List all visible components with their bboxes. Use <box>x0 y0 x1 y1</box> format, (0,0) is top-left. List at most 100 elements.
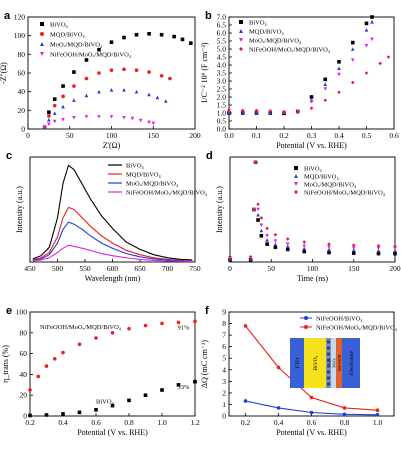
data-point <box>327 245 331 250</box>
y-tick-label: 3 <box>222 377 226 386</box>
y-tick-label: 5.0 <box>217 45 227 54</box>
data-point <box>376 248 381 253</box>
data-point <box>97 47 101 52</box>
data-point <box>265 226 269 231</box>
data-point <box>309 395 314 400</box>
inset-layer <box>331 338 336 388</box>
x-tick-label: 200 <box>189 131 201 140</box>
y-tick-label: 0.5 <box>217 117 227 126</box>
data-point <box>147 120 151 125</box>
panel-e: e 0.2 0.4 0.6 0.8 1.0 1.2 0 20 40 60 80 100 Potential… <box>1 305 200 437</box>
data-point <box>52 357 57 361</box>
y-tick-label: 80 <box>20 328 28 337</box>
y-tick-label: 20 <box>20 391 28 400</box>
legend-marker <box>239 20 243 24</box>
y-tick-label: 60 <box>20 349 28 358</box>
annotation-91: 91% <box>177 325 190 332</box>
y-tick-label: 6.0 <box>217 29 227 38</box>
y-tick-label: 0 <box>222 412 226 421</box>
data-point <box>61 412 65 416</box>
data-point <box>127 326 131 331</box>
data-point <box>159 32 164 37</box>
x-tick-label: 0.0 <box>224 131 234 140</box>
data-point <box>265 238 269 242</box>
x-tick-label: 100 <box>307 264 319 273</box>
data-point <box>147 32 151 36</box>
data-point <box>160 388 164 392</box>
panel-f: f 0.2 0.4 0.6 0.8 1.0 0 1 2 3 4 5 6 7 8 9 Potential (V v… <box>200 305 398 437</box>
x-tick-label: 0.1 <box>252 131 262 140</box>
data-point <box>295 110 300 114</box>
legend-marker <box>40 32 44 36</box>
legend-marker <box>40 22 44 26</box>
data-point <box>370 20 374 24</box>
inset-label: MoOₓ <box>332 357 337 367</box>
data-point <box>151 121 156 126</box>
data-point <box>337 60 341 64</box>
data-point <box>110 331 115 335</box>
data-point <box>302 240 307 244</box>
x-tick-label: 0.8 <box>124 418 134 427</box>
data-point <box>350 40 355 45</box>
data-point <box>323 98 328 102</box>
y-tick-label: 5 <box>222 354 226 363</box>
data-point <box>265 242 269 246</box>
x-axis-label: Time (ns) <box>297 274 328 283</box>
data-point <box>193 319 197 324</box>
panel-a: a 0 50 100 150 200 0 20 40 60 80 100 120 Z'(Ω) -Z''(Ω)… <box>0 10 201 150</box>
series-3 <box>42 115 156 129</box>
data-point <box>370 15 374 19</box>
y-tick-label: 100 <box>16 308 28 317</box>
inset-layer <box>304 338 326 388</box>
legend-label: NiFeOOH/MoOₓ/MQD/BiVO₄ <box>50 51 132 58</box>
x-tick-label: 1.0 <box>373 418 383 427</box>
data-point <box>72 116 76 120</box>
data-point <box>122 116 126 120</box>
x-axis-label: Wavelength (nm) <box>85 274 141 283</box>
data-point <box>393 244 397 249</box>
panel-label: f <box>205 305 209 317</box>
data-point <box>228 254 232 259</box>
data-point <box>243 324 248 328</box>
legend-label: MQD/BiVO₄ <box>126 171 162 178</box>
y-tick-label: 3.0 <box>217 77 227 86</box>
data-point <box>28 413 32 418</box>
data-point <box>302 249 307 254</box>
data-point <box>122 35 126 40</box>
data-point <box>342 406 347 410</box>
y-tick-label: 120 <box>14 13 26 22</box>
series-2 <box>32 221 193 262</box>
legend-label: MQD/BiVO₄ <box>249 28 285 35</box>
data-point <box>351 251 356 255</box>
data-point <box>97 115 101 119</box>
data-point <box>256 218 260 222</box>
data-point <box>84 58 89 62</box>
panel-label: b <box>205 10 212 22</box>
y-axis-label: η_trans (%) <box>1 345 10 383</box>
annotation-33: 33% <box>177 384 190 391</box>
x-axis-label: Z'(Ω) <box>103 141 121 150</box>
data-point <box>259 233 264 238</box>
x-tick-label: 650 <box>134 264 146 273</box>
inset-label: BiVO₄ <box>313 355 319 370</box>
y-tick-label: 6 <box>222 342 226 351</box>
x-tick-label: 0.6 <box>389 131 399 140</box>
plot-frame <box>29 311 196 417</box>
mqd-dot <box>326 352 331 356</box>
y-tick-label: 4.0 <box>217 61 227 70</box>
data-point <box>364 21 369 26</box>
legend-marker <box>239 47 243 51</box>
data-point <box>176 383 181 387</box>
data-point <box>77 342 82 347</box>
data-point <box>47 114 51 118</box>
x-tick-label: 500 <box>52 264 64 273</box>
y-tick-label: 2.0 <box>217 93 227 102</box>
x-tick-label: 0.5 <box>362 131 372 140</box>
data-point <box>378 61 383 66</box>
data-point <box>122 88 126 92</box>
data-point <box>163 99 168 103</box>
x-tick-label: 0.6 <box>307 418 317 427</box>
series-3 <box>228 160 397 259</box>
data-point <box>180 37 185 42</box>
